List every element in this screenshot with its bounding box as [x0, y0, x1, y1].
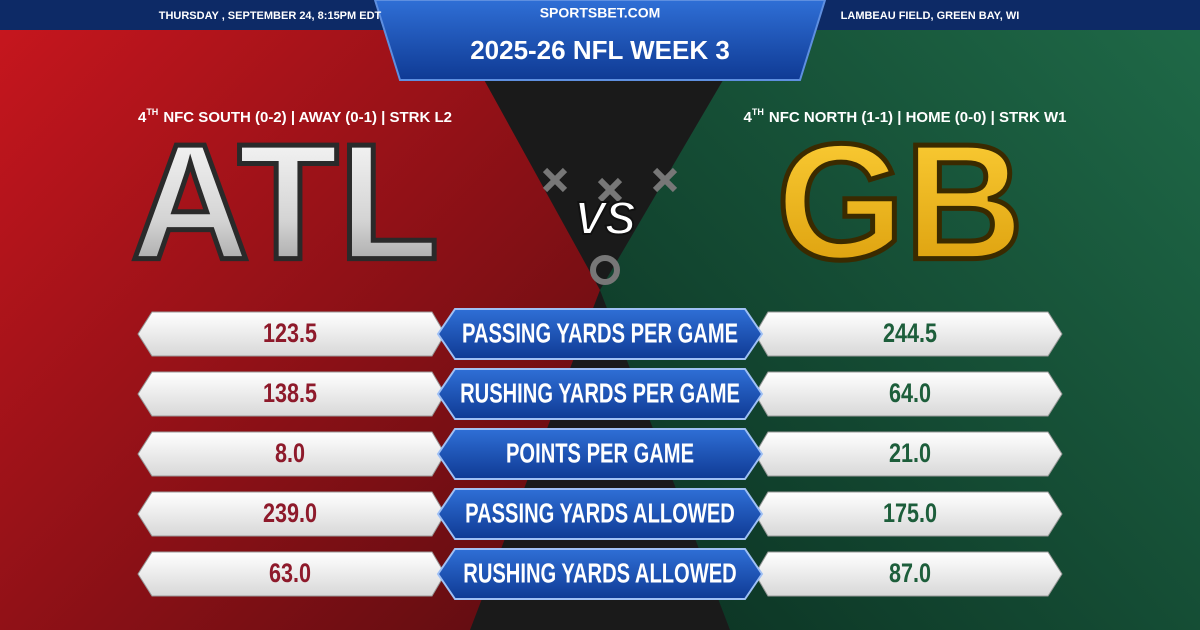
record: NFC SOUTH (0-2) | AWAY (0-1) | STRK L2 [163, 109, 452, 126]
stat-label-plate [436, 428, 764, 480]
stat-label: RUSHING YARDS ALLOWED [463, 558, 736, 589]
stat-label-plate [436, 368, 764, 420]
home-record: 4TH NFC NORTH (1-1) | HOME (0-0) | STRK W… [744, 107, 1067, 126]
rank: 4 [138, 109, 147, 126]
away-value: 138.5 [263, 379, 317, 409]
away-value: 123.5 [263, 319, 317, 349]
rank-suffix: TH [752, 107, 764, 117]
home-value: 64.0 [889, 379, 931, 409]
play-diagram [542, 167, 678, 285]
away-value-plate [137, 311, 446, 357]
record: NFC NORTH (1-1) | HOME (0-0) | STRK W1 [769, 109, 1067, 126]
away-value-plate [137, 491, 446, 537]
rank-suffix: TH [146, 107, 158, 117]
stat-label-plate [436, 548, 764, 600]
header-plate [373, 0, 827, 81]
stat-label: PASSING YARDS PER GAME [462, 318, 738, 349]
home-value: 21.0 [889, 439, 931, 469]
away-value: 63.0 [269, 559, 311, 589]
stat-label: PASSING YARDS ALLOWED [465, 498, 735, 529]
stat-label-plate [436, 308, 764, 360]
away-record: 4TH NFC SOUTH (0-2) | AWAY (0-1) | STRK L… [138, 107, 452, 126]
stat-label: POINTS PER GAME [506, 438, 694, 469]
away-value-plate [137, 371, 446, 417]
home-value: 87.0 [889, 559, 931, 589]
away-team: ATL [131, 110, 440, 294]
rank: 4 [744, 109, 753, 126]
home-team: GB [776, 110, 1024, 294]
away-value: 8.0 [275, 439, 305, 469]
away-value-plate [137, 551, 446, 597]
stat-label-plate [436, 488, 764, 540]
stat-label: RUSHING YARDS PER GAME [460, 378, 740, 409]
away-value-plate [137, 431, 446, 477]
versus: VS [574, 192, 636, 244]
home-value: 175.0 [883, 499, 937, 529]
game-date: THURSDAY , SEPTEMBER 24, 8:15PM EDT [159, 10, 382, 22]
venue: LAMBEAU FIELD, GREEN BAY, WI [841, 10, 1020, 22]
away-value: 239.0 [263, 499, 317, 529]
title: 2025-26 NFL WEEK 3 [470, 35, 730, 65]
home-value: 244.5 [883, 319, 937, 349]
site-name: SPORTSBET.COM [540, 5, 661, 21]
